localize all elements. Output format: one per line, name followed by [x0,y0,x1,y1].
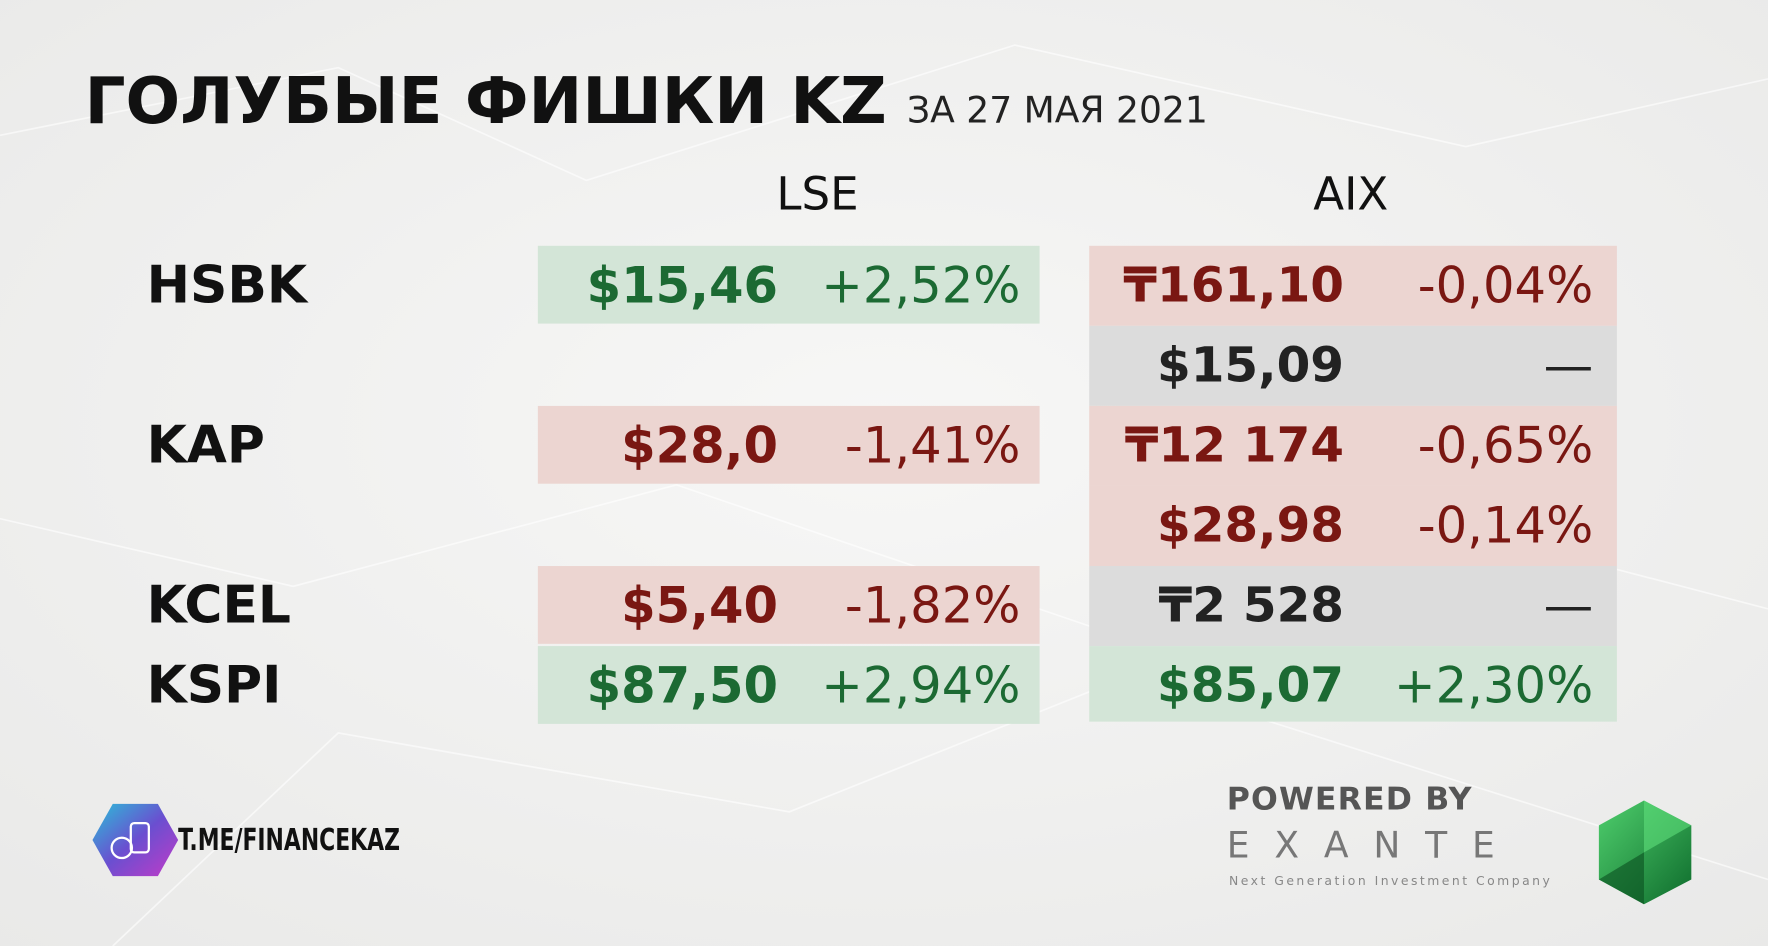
cell-bg [537,646,1040,724]
cell-bg [1089,245,1617,326]
subtitle: ЗА 27 МАЯ 2021 [907,89,1208,131]
change: — [1544,336,1594,394]
cell-bg [1089,405,1617,486]
change: +2,52% [821,256,1020,314]
change: +2,30% [1394,657,1593,715]
price: ₸161,10 [1123,257,1344,313]
price: ₸12 174 [1125,417,1344,473]
ticker: HSBK [147,255,309,315]
brand: EXANTE [1227,825,1520,867]
price: $15,09 [1157,337,1344,393]
channel-link: T.ME/FINANCEKAZ [178,822,400,857]
title: ГОЛУБЫЕ ФИШКИ KZ [85,64,887,139]
ticker: KSPI [147,656,282,716]
column-header: AIX [1313,167,1388,220]
price: $87,50 [587,657,778,715]
cell-bg [1089,646,1617,722]
price: $28,98 [1157,497,1344,553]
cell-bg [537,405,1040,484]
cell-bg [537,566,1040,644]
ticker: KAP [147,415,265,475]
price: ₸2 528 [1159,577,1345,633]
cell-bg [537,245,1040,324]
price: $28,0 [621,416,778,474]
table: HSBK $15,46 +2,52% ₸161,10 -0,04% $15,09 — KAP $… [147,245,1617,724]
ticker: KCEL [147,575,291,635]
column-header: LSE [776,167,858,220]
price: $5,40 [621,576,778,634]
change: +2,94% [821,657,1020,715]
price: $85,07 [1157,658,1344,714]
channel-logo [92,803,179,877]
brand-logo [1598,800,1692,905]
change: -1,82% [845,576,1021,634]
tagline: Next Generation Investment Company [1229,873,1552,888]
change: -0,65% [1418,416,1594,474]
powered-by: POWERED BY [1227,781,1473,817]
price: $15,46 [587,256,778,314]
cell-bg [1089,566,1617,647]
change: — [1544,576,1594,634]
change: -0,04% [1418,256,1594,314]
cell-bg [1089,325,1617,406]
change: -0,14% [1418,496,1594,554]
change: -1,41% [845,416,1021,474]
cell-bg [1089,485,1617,567]
